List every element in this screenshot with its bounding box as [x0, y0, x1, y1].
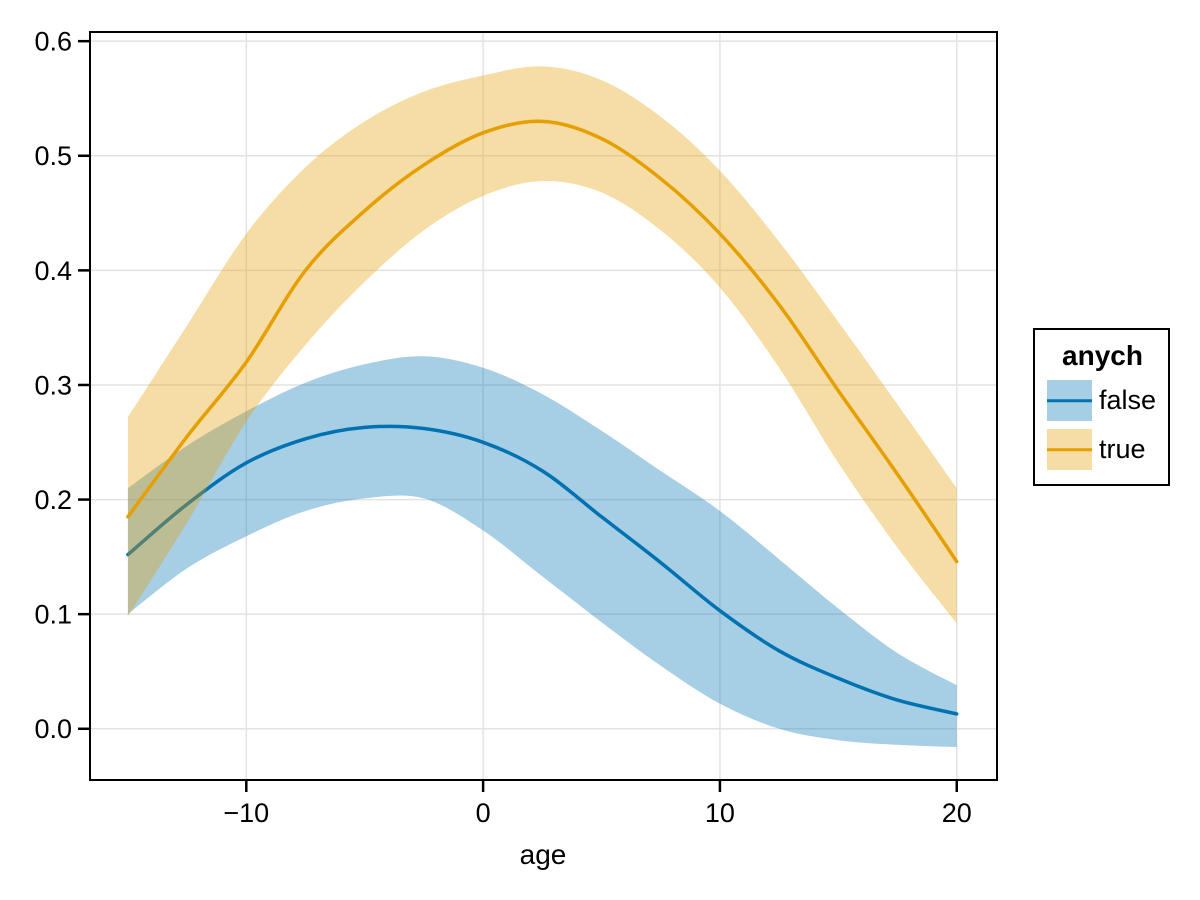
- legend-label-true: true: [1099, 434, 1146, 464]
- x-tick-label: 10: [705, 798, 735, 828]
- y-tick-label: 0.6: [34, 27, 72, 57]
- x-tick-label: −10: [223, 798, 269, 828]
- legend-title: anych: [1062, 340, 1143, 371]
- y-tick-label: 0.1: [34, 600, 72, 630]
- legend: anych false true: [1033, 328, 1170, 486]
- legend-label-false: false: [1099, 385, 1157, 415]
- x-tick-label: 20: [942, 798, 972, 828]
- x-axis-label: age: [519, 839, 567, 870]
- band-false: [127, 356, 957, 748]
- legend-line-swatch-false: [1047, 398, 1092, 403]
- legend-line-swatch-true: [1047, 447, 1092, 452]
- legend-item-true: true: [1047, 429, 1158, 470]
- y-tick-label: 0.0: [34, 714, 72, 744]
- line-true: [126, 119, 959, 564]
- y-tick-label: 0.2: [34, 485, 72, 515]
- y-tick-label: 0.3: [34, 370, 72, 400]
- plot-frame: [89, 31, 998, 781]
- y-tick-label: 0.4: [34, 256, 72, 286]
- y-tick-label: 0.5: [34, 141, 72, 171]
- line-false: [126, 424, 959, 716]
- legend-item-false: false: [1047, 380, 1158, 421]
- x-tick-label: 0: [476, 798, 491, 828]
- legend-band-swatch-false: [1047, 380, 1092, 421]
- legend-band-swatch-true: [1047, 429, 1092, 470]
- band-true: [127, 66, 957, 624]
